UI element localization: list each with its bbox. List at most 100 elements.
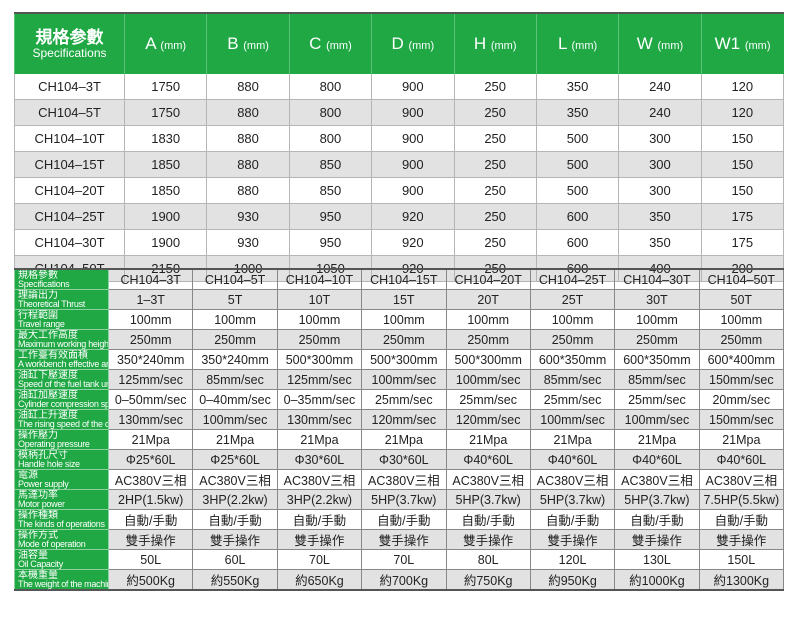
value-cell: 120mm/sec: [361, 409, 447, 430]
dimensions-header-row: 規格参數 Specifications A (mm) B (mm) C (mm) D (…: [14, 13, 784, 74]
value-cell: 2HP(1.5kw): [107, 489, 194, 510]
column-unit: (mm): [326, 40, 352, 52]
value-cell: 120L: [529, 549, 616, 570]
value-cell: 250mm: [276, 329, 363, 350]
value-cell: CH104–15T: [361, 268, 447, 290]
value-cell: 約1300Kg: [698, 569, 785, 591]
value-cell: 900: [371, 125, 455, 152]
row-label: 油容量 Oil Capacity: [14, 549, 109, 570]
value-cell: Φ40*60L: [445, 449, 531, 470]
value-cell: 880: [206, 99, 290, 126]
value-cell: 30T: [614, 289, 700, 310]
row-label-zh: 工作臺有效面積: [18, 349, 88, 361]
value-cell: 240: [618, 99, 702, 126]
value-cell: 880: [206, 125, 290, 152]
row-label: 馬達功率 Motor power: [14, 489, 109, 510]
row-label: 操作方式 Mode of operation: [14, 529, 109, 550]
column-letter: H: [473, 34, 487, 53]
column-header-h: H (mm): [453, 13, 537, 74]
column-letter: L: [557, 34, 567, 53]
column-header-c: C (mm): [288, 13, 372, 74]
value-cell: 800: [288, 125, 373, 152]
spec-header: 規格参數 Specifications: [14, 13, 125, 74]
value-cell: 85mm/sec: [529, 369, 616, 390]
row-label-zh: 規格參數: [18, 269, 58, 281]
value-cell: 250: [453, 203, 537, 230]
value-cell: 850: [288, 177, 373, 204]
column-unit: (mm): [657, 40, 684, 52]
value-cell: 250: [453, 177, 537, 204]
value-cell: 100mm/sec: [445, 369, 531, 390]
value-cell: 21Mpa: [276, 429, 363, 450]
value-cell: 930: [206, 203, 290, 230]
table-row: 工作臺有效面積 A workbench effective area 350*240…: [14, 349, 785, 370]
table-row: 操作方式 Mode of operation 雙手操作 雙手操作 雙手操作 雙手操作 雙手操…: [14, 529, 785, 550]
value-cell: 5HP(3.7kw): [445, 489, 531, 510]
value-cell: 15T: [361, 289, 447, 310]
row-label-zh: 操作壓力: [18, 429, 58, 441]
value-cell: 100mm: [529, 309, 616, 330]
row-label-en: The kinds of operations: [18, 518, 105, 529]
row-label-en: Mode of operation: [18, 538, 86, 549]
value-cell: 3HP(2.2kw): [192, 489, 278, 510]
value-cell: 500: [535, 125, 620, 152]
value-cell: 250: [453, 125, 537, 152]
value-cell: 自動/手動: [361, 509, 447, 530]
row-label-zh: 行程範圍: [18, 309, 58, 321]
value-cell: 930: [206, 229, 290, 256]
table-row: CH104–5T 1750 880 800 900 250 350 240 120: [14, 99, 785, 126]
value-cell: 250mm: [445, 329, 531, 350]
value-cell: AC380V三相: [445, 469, 531, 490]
row-label-en: A workbench effective area: [18, 358, 109, 369]
table-row: CH104–30T 1900 930 950 920 250 600 350 175: [14, 229, 785, 256]
table-row: 行程範圍 Travel range 100mm 100mm 100mm 100mm 100m…: [14, 309, 785, 330]
value-cell: Φ30*60L: [361, 449, 447, 470]
value-cell: 250: [453, 151, 537, 178]
value-cell: Φ40*60L: [698, 449, 785, 470]
column-letter: W1: [714, 34, 741, 53]
column-header-b: B (mm): [206, 13, 290, 74]
value-cell: 21Mpa: [698, 429, 785, 450]
value-cell: 120: [700, 74, 785, 100]
value-cell: 20mm/sec: [698, 389, 785, 410]
value-cell: 250: [453, 99, 537, 126]
value-cell: 50T: [698, 289, 785, 310]
value-cell: 約950Kg: [529, 569, 616, 591]
value-cell: 21Mpa: [107, 429, 194, 450]
value-cell: 130mm/sec: [276, 409, 363, 430]
value-cell: 600: [535, 203, 620, 230]
value-cell: 900: [371, 177, 455, 204]
value-cell: 5HP(3.7kw): [361, 489, 447, 510]
value-cell: 1900: [123, 203, 208, 230]
value-cell: 7.5HP(5.5kw): [698, 489, 785, 510]
table-row: 最大工作高度 Maximum working height 250mm 250mm 25…: [14, 329, 785, 350]
value-cell: 雙手操作: [276, 529, 363, 550]
value-cell: 0–40mm/sec: [192, 389, 278, 410]
row-label-en: The weight of the machine: [18, 578, 109, 589]
value-cell: 175: [700, 229, 785, 256]
column-unit: (mm): [571, 40, 598, 52]
value-cell: 120mm/sec: [445, 409, 531, 430]
column-letter: C: [309, 34, 322, 53]
value-cell: 100mm: [361, 309, 447, 330]
value-cell: Φ25*60L: [192, 449, 278, 470]
value-cell: 300: [618, 151, 702, 178]
row-label-en: Cylinder compression speed: [18, 398, 108, 409]
value-cell: 125mm/sec: [276, 369, 363, 390]
value-cell: 900: [371, 74, 455, 100]
value-cell: 0–50mm/sec: [107, 389, 194, 410]
row-label-zh: 油缸上升速度: [18, 409, 78, 421]
value-cell: 350*240mm: [107, 349, 194, 370]
value-cell: 25T: [529, 289, 616, 310]
column-letter: B: [227, 34, 239, 53]
column-header-a: A (mm): [123, 13, 207, 74]
value-cell: 300: [618, 177, 702, 204]
value-cell: 5HP(3.7kw): [529, 489, 616, 510]
value-cell: Φ40*60L: [529, 449, 616, 470]
value-cell: 950: [288, 203, 373, 230]
value-cell: 10T: [276, 289, 363, 310]
value-cell: 120: [700, 99, 785, 126]
